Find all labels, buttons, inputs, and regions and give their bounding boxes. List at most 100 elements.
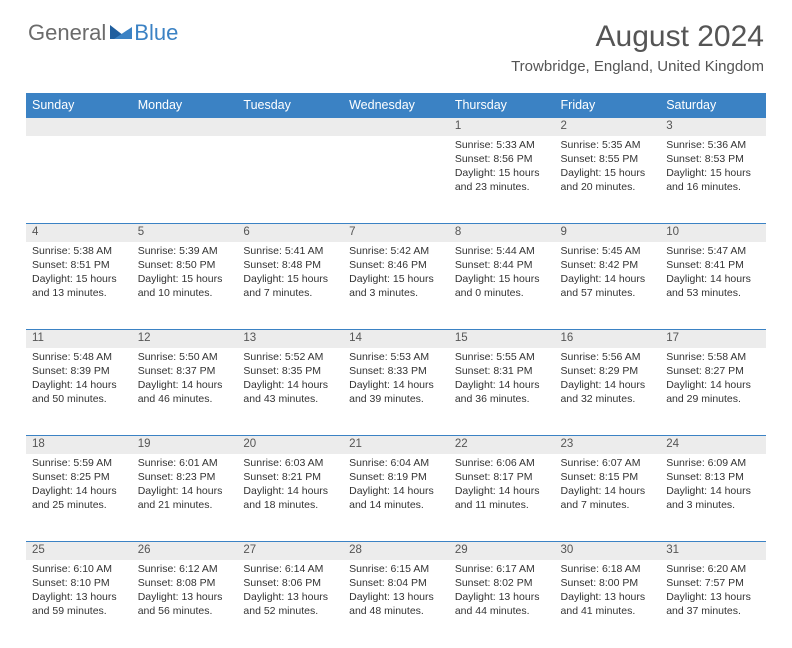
location-text: Trowbridge, England, United Kingdom <box>511 58 764 75</box>
triangle-icon <box>110 23 132 44</box>
sunrise-text: Sunrise: 5:56 AM <box>561 350 655 364</box>
daylight-text: Daylight: 14 hours and 43 minutes. <box>243 378 337 406</box>
sunset-text: Sunset: 8:41 PM <box>666 258 760 272</box>
daynum-cell: 21 <box>343 436 449 454</box>
daylight-text: Daylight: 14 hours and 7 minutes. <box>561 484 655 512</box>
day-content: Sunrise: 5:45 AMSunset: 8:42 PMDaylight:… <box>555 242 661 307</box>
daynum-cell: 9 <box>555 224 661 242</box>
daynum-cell: 18 <box>26 436 132 454</box>
daylight-text: Daylight: 14 hours and 46 minutes. <box>138 378 232 406</box>
sunrise-text: Sunrise: 6:12 AM <box>138 562 232 576</box>
day-content: Sunrise: 5:41 AMSunset: 8:48 PMDaylight:… <box>237 242 343 307</box>
day-number: 15 <box>449 330 555 346</box>
daynum-cell: 26 <box>132 542 238 560</box>
brand-text-general: General <box>28 20 106 46</box>
daylight-text: Daylight: 14 hours and 18 minutes. <box>243 484 337 512</box>
content-row: Sunrise: 5:38 AMSunset: 8:51 PMDaylight:… <box>26 242 766 330</box>
sunrise-text: Sunrise: 6:03 AM <box>243 456 337 470</box>
day-number: 1 <box>449 118 555 134</box>
weekday-header-row: Sunday Monday Tuesday Wednesday Thursday… <box>26 93 766 118</box>
sunset-text: Sunset: 8:53 PM <box>666 152 760 166</box>
month-title: August 2024 <box>511 20 764 54</box>
day-cell: Sunrise: 5:50 AMSunset: 8:37 PMDaylight:… <box>132 348 238 436</box>
daylight-text: Daylight: 14 hours and 39 minutes. <box>349 378 443 406</box>
daynum-cell: 14 <box>343 330 449 348</box>
daynum-cell: 19 <box>132 436 238 454</box>
sunrise-text: Sunrise: 5:39 AM <box>138 244 232 258</box>
sunset-text: Sunset: 8:51 PM <box>32 258 126 272</box>
daylight-text: Daylight: 14 hours and 50 minutes. <box>32 378 126 406</box>
day-number: 19 <box>132 436 238 452</box>
day-cell: Sunrise: 6:03 AMSunset: 8:21 PMDaylight:… <box>237 454 343 542</box>
sunrise-text: Sunrise: 6:10 AM <box>32 562 126 576</box>
day-cell: Sunrise: 6:15 AMSunset: 8:04 PMDaylight:… <box>343 560 449 648</box>
day-content: Sunrise: 6:12 AMSunset: 8:08 PMDaylight:… <box>132 560 238 625</box>
day-cell <box>26 136 132 224</box>
day-cell <box>132 136 238 224</box>
sunrise-text: Sunrise: 5:52 AM <box>243 350 337 364</box>
content-row: Sunrise: 6:10 AMSunset: 8:10 PMDaylight:… <box>26 560 766 648</box>
day-cell <box>237 136 343 224</box>
daynum-cell: 2 <box>555 118 661 136</box>
day-number: 21 <box>343 436 449 452</box>
content-row: Sunrise: 5:33 AMSunset: 8:56 PMDaylight:… <box>26 136 766 224</box>
sunrise-text: Sunrise: 5:55 AM <box>455 350 549 364</box>
daylight-text: Daylight: 14 hours and 36 minutes. <box>455 378 549 406</box>
daynum-cell: 25 <box>26 542 132 560</box>
daynum-cell <box>132 118 238 136</box>
sunrise-text: Sunrise: 6:20 AM <box>666 562 760 576</box>
day-content: Sunrise: 5:58 AMSunset: 8:27 PMDaylight:… <box>660 348 766 413</box>
sunset-text: Sunset: 8:27 PM <box>666 364 760 378</box>
day-content: Sunrise: 6:10 AMSunset: 8:10 PMDaylight:… <box>26 560 132 625</box>
sunrise-text: Sunrise: 6:07 AM <box>561 456 655 470</box>
sunset-text: Sunset: 8:21 PM <box>243 470 337 484</box>
day-content: Sunrise: 5:52 AMSunset: 8:35 PMDaylight:… <box>237 348 343 413</box>
weekday-header: Tuesday <box>237 93 343 118</box>
day-content: Sunrise: 5:39 AMSunset: 8:50 PMDaylight:… <box>132 242 238 307</box>
day-cell: Sunrise: 5:39 AMSunset: 8:50 PMDaylight:… <box>132 242 238 330</box>
day-number: 17 <box>660 330 766 346</box>
day-cell: Sunrise: 5:42 AMSunset: 8:46 PMDaylight:… <box>343 242 449 330</box>
day-cell: Sunrise: 6:07 AMSunset: 8:15 PMDaylight:… <box>555 454 661 542</box>
day-number: 6 <box>237 224 343 240</box>
sunrise-text: Sunrise: 5:45 AM <box>561 244 655 258</box>
day-content: Sunrise: 6:17 AMSunset: 8:02 PMDaylight:… <box>449 560 555 625</box>
sunset-text: Sunset: 8:29 PM <box>561 364 655 378</box>
daynum-cell: 8 <box>449 224 555 242</box>
daynum-cell: 10 <box>660 224 766 242</box>
day-number: 7 <box>343 224 449 240</box>
day-content: Sunrise: 6:15 AMSunset: 8:04 PMDaylight:… <box>343 560 449 625</box>
day-cell: Sunrise: 5:36 AMSunset: 8:53 PMDaylight:… <box>660 136 766 224</box>
daynum-cell: 20 <box>237 436 343 454</box>
day-content: Sunrise: 5:42 AMSunset: 8:46 PMDaylight:… <box>343 242 449 307</box>
content-row: Sunrise: 5:48 AMSunset: 8:39 PMDaylight:… <box>26 348 766 436</box>
daynum-row: 25262728293031 <box>26 542 766 560</box>
day-cell: Sunrise: 6:10 AMSunset: 8:10 PMDaylight:… <box>26 560 132 648</box>
page-header: General Blue August 2024 Trowbridge, Eng… <box>0 0 792 83</box>
daylight-text: Daylight: 13 hours and 59 minutes. <box>32 590 126 618</box>
weekday-header: Monday <box>132 93 238 118</box>
day-cell: Sunrise: 5:38 AMSunset: 8:51 PMDaylight:… <box>26 242 132 330</box>
daynum-cell: 23 <box>555 436 661 454</box>
day-content: Sunrise: 5:44 AMSunset: 8:44 PMDaylight:… <box>449 242 555 307</box>
daynum-row: 18192021222324 <box>26 436 766 454</box>
daylight-text: Daylight: 13 hours and 37 minutes. <box>666 590 760 618</box>
day-content: Sunrise: 6:20 AMSunset: 7:57 PMDaylight:… <box>660 560 766 625</box>
sunrise-text: Sunrise: 6:14 AM <box>243 562 337 576</box>
sunrise-text: Sunrise: 5:47 AM <box>666 244 760 258</box>
daylight-text: Daylight: 13 hours and 41 minutes. <box>561 590 655 618</box>
sunrise-text: Sunrise: 5:41 AM <box>243 244 337 258</box>
daynum-cell: 28 <box>343 542 449 560</box>
daylight-text: Daylight: 14 hours and 11 minutes. <box>455 484 549 512</box>
title-block: August 2024 Trowbridge, England, United … <box>511 20 764 75</box>
sunset-text: Sunset: 8:02 PM <box>455 576 549 590</box>
day-content: Sunrise: 6:01 AMSunset: 8:23 PMDaylight:… <box>132 454 238 519</box>
day-content: Sunrise: 5:48 AMSunset: 8:39 PMDaylight:… <box>26 348 132 413</box>
sunset-text: Sunset: 8:50 PM <box>138 258 232 272</box>
daynum-cell: 31 <box>660 542 766 560</box>
sunset-text: Sunset: 8:46 PM <box>349 258 443 272</box>
daynum-cell <box>26 118 132 136</box>
sunrise-text: Sunrise: 5:38 AM <box>32 244 126 258</box>
day-number: 29 <box>449 542 555 558</box>
daylight-text: Daylight: 14 hours and 3 minutes. <box>666 484 760 512</box>
